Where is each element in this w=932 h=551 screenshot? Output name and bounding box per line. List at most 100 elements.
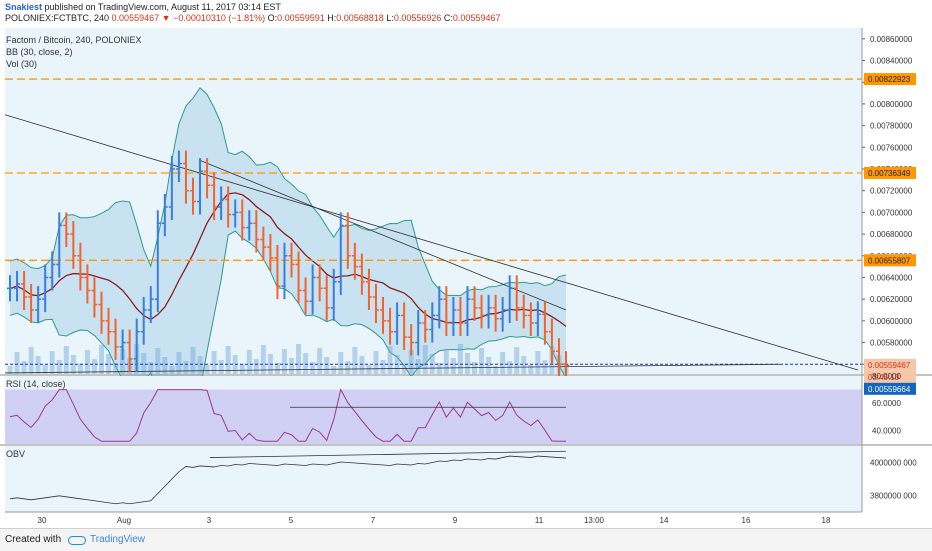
- open-label: O:: [267, 13, 278, 23]
- volume-bar: [204, 365, 210, 374]
- vol-legend[interactable]: Vol (30): [6, 59, 38, 69]
- price-bar: [534, 301, 541, 337]
- price-tick-label: 0.00800000: [870, 100, 913, 109]
- volume-bar: [218, 360, 224, 374]
- price-badge-label: 03:45:13: [868, 373, 900, 382]
- volume-bar: [113, 363, 119, 374]
- obv-legend[interactable]: OBV: [6, 449, 26, 459]
- price-bar: [267, 234, 274, 271]
- bb-basis-line: [9, 192, 567, 327]
- price-bar: [126, 329, 133, 372]
- volume-bar: [211, 351, 217, 374]
- volume-bar: [380, 360, 386, 374]
- volume-bar: [324, 357, 330, 374]
- obv-pane-bg: [5, 446, 862, 512]
- price-bar: [49, 251, 56, 291]
- time-tick-label: 9: [453, 516, 458, 525]
- price-tick-label: 0.00700000: [870, 208, 913, 217]
- price-bar: [105, 307, 112, 345]
- price-bar: [394, 302, 401, 345]
- bb-legend[interactable]: BB (30, close, 2): [6, 47, 73, 57]
- time-tick-label: 13:00: [584, 516, 605, 525]
- volume-bar: [500, 352, 506, 374]
- time-tick-label: 30: [38, 516, 47, 525]
- price-bar: [429, 302, 436, 343]
- price-pane[interactable]: [4, 28, 862, 438]
- price-bar: [274, 244, 281, 300]
- chart-canvas[interactable]: 0.008600000.008400000.008200000.00800000…: [0, 0, 932, 528]
- price-bar: [380, 296, 387, 334]
- price-bar: [323, 275, 330, 321]
- price-bar: [450, 296, 457, 337]
- price-bar: [260, 226, 267, 261]
- bb-upper-line: [9, 86, 567, 297]
- price-badge: [864, 370, 916, 383]
- ohlc-line: POLONIEX:FCTBTC, 240 0.00559467 ▼ −0.000…: [5, 13, 500, 23]
- short-trendline: [199, 159, 567, 311]
- price-bar: [436, 286, 443, 329]
- price-bar: [365, 268, 372, 311]
- price-bar: [295, 251, 302, 304]
- price-bar: [457, 296, 464, 337]
- volume-bar: [28, 347, 34, 374]
- volume-bar: [366, 365, 372, 374]
- volume-bar: [450, 358, 456, 374]
- price-bar: [415, 310, 422, 356]
- symbol-label: POLONIEX:FCTBTC, 240: [5, 13, 110, 23]
- rsi-band: [5, 389, 862, 444]
- price-tick-label: 0.00780000: [870, 122, 913, 131]
- volume-bar: [345, 361, 351, 374]
- volume-bar: [190, 347, 196, 374]
- rsi-line: [9, 388, 566, 442]
- obv-pane[interactable]: [5, 446, 862, 512]
- volume-bar: [359, 356, 365, 374]
- published-text: published on TradingView.com, August 11,…: [44, 2, 281, 12]
- price-tick-label: 0.00680000: [870, 230, 913, 239]
- price-bar: [161, 193, 168, 237]
- price-bar: [91, 277, 98, 318]
- price-bar: [330, 268, 337, 321]
- price-bar: [492, 294, 499, 332]
- volume-bar: [486, 357, 492, 374]
- high-value: 0.00568818: [336, 13, 384, 23]
- time-tick-label: 7: [371, 516, 376, 525]
- price-bar: [77, 242, 84, 291]
- rsi-legend[interactable]: RSI (14, close): [6, 379, 66, 389]
- price-bar: [520, 294, 527, 329]
- volume-bar: [70, 355, 76, 374]
- volume-bar: [338, 352, 344, 374]
- price-bar: [204, 158, 211, 199]
- price-bar: [478, 294, 485, 329]
- price-tick-label: 0.00720000: [870, 187, 913, 196]
- rsi-pane[interactable]: [5, 376, 862, 444]
- price-bar: [344, 212, 351, 269]
- volume-bar: [317, 348, 323, 374]
- publish-line: Snakiest published on TradingView.com, A…: [5, 2, 281, 12]
- time-tick-label: 5: [289, 516, 294, 525]
- price-tick-label: 0.00600000: [870, 317, 913, 326]
- volume-bar: [514, 347, 520, 374]
- price-bar: [147, 286, 154, 324]
- author-name[interactable]: Snakiest: [5, 2, 43, 12]
- price-bar: [401, 302, 408, 351]
- volume-bar: [387, 346, 393, 374]
- price-bar: [464, 286, 471, 337]
- low-label: L:: [386, 13, 394, 23]
- price-bar: [197, 158, 204, 215]
- volume-bar: [49, 351, 55, 374]
- price-bar: [133, 318, 140, 372]
- rsi-tick-label: 80.0000: [872, 372, 901, 381]
- price-bar: [168, 155, 175, 220]
- price-bar: [119, 329, 126, 360]
- volume-bar: [528, 365, 534, 374]
- volume-bar: [176, 352, 182, 374]
- volume-bar: [197, 356, 203, 374]
- chart-title: Factom / Bitcoin, 240, POLONIEX: [6, 35, 142, 45]
- price-badge: [864, 166, 916, 179]
- volume-bar: [521, 356, 527, 374]
- price-bar: [56, 212, 63, 278]
- tradingview-brand[interactable]: TradingView: [90, 534, 146, 545]
- price-bar: [14, 270, 21, 302]
- close-label: C:: [443, 13, 453, 23]
- change-value: −0.00010310 (−1.81%): [173, 13, 266, 23]
